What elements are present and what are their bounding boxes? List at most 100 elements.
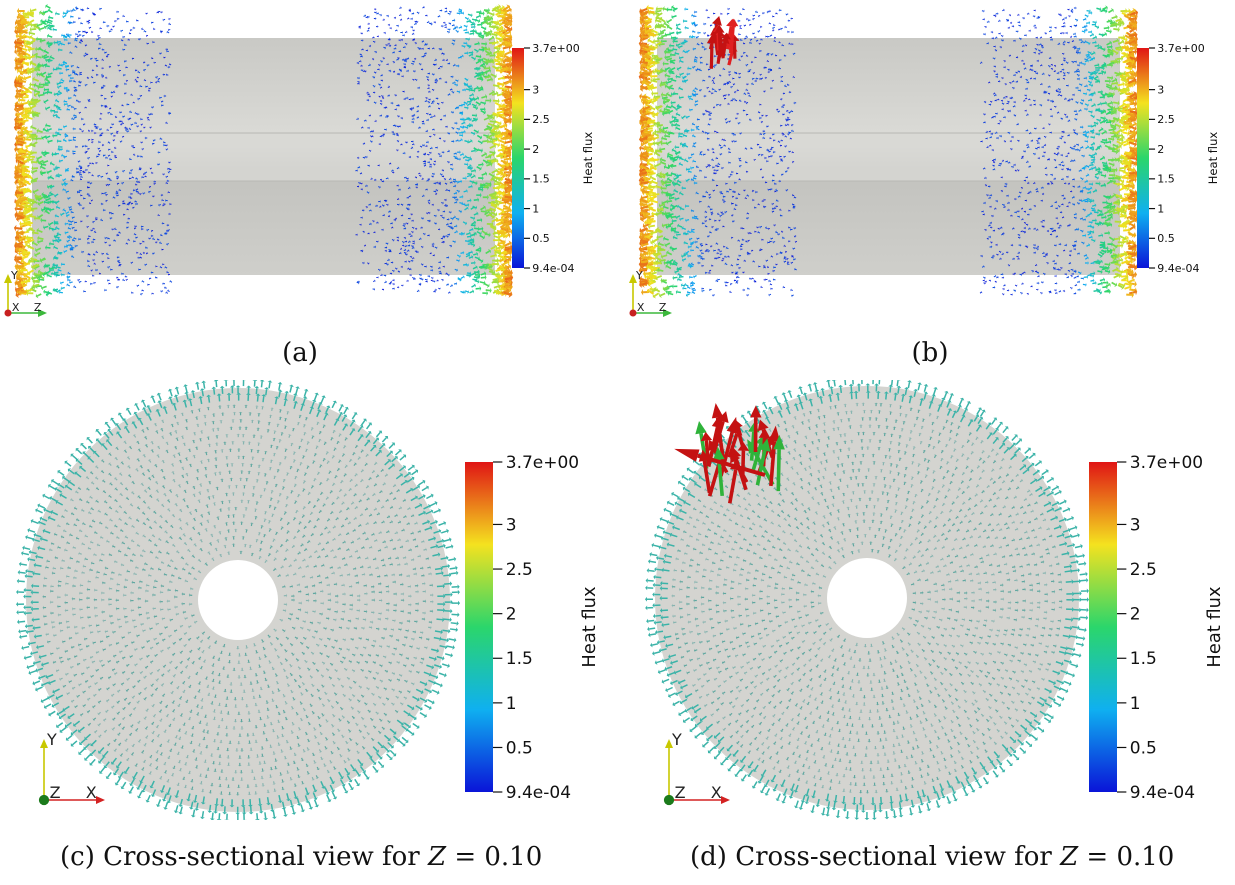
glyph-mark	[29, 81, 32, 88]
glyph-mark	[422, 216, 424, 221]
glyph-mark	[377, 240, 379, 244]
glyph-mark	[44, 150, 46, 156]
glyph-mark	[140, 141, 142, 144]
glyph-mark	[481, 95, 486, 99]
glyph-mark	[43, 264, 45, 270]
glyph-mark	[95, 250, 98, 254]
glyph-mark	[481, 172, 486, 176]
glyph-mark	[98, 153, 101, 156]
glyph-mark	[489, 287, 492, 294]
glyph-mark	[47, 139, 50, 145]
glyph-mark	[129, 128, 132, 130]
glyph-mark	[503, 48, 505, 55]
glyph-mark	[151, 21, 153, 25]
glyph-mark	[413, 120, 415, 124]
glyph-mark	[91, 68, 93, 72]
glyph-mark	[38, 214, 44, 218]
glyph-mark	[470, 166, 472, 171]
glyph-mark	[433, 242, 435, 246]
glyph-mark	[53, 219, 55, 225]
glyph-mark	[482, 140, 488, 143]
glyph-mark	[380, 60, 383, 62]
glyph-mark	[391, 226, 394, 229]
glyph-mark	[360, 24, 361, 28]
glyph-mark	[366, 30, 369, 32]
glyph-mark	[455, 229, 458, 234]
glyph-mark	[445, 9, 448, 13]
glyph-mark	[504, 277, 511, 281]
glyph-mark	[412, 32, 415, 36]
glyph-mark	[453, 39, 456, 43]
glyph-mark	[426, 42, 428, 46]
glyph-mark	[16, 155, 19, 162]
glyph-mark	[497, 176, 501, 182]
glyph-mark	[488, 213, 494, 218]
glyph-mark	[168, 112, 171, 114]
glyph-mark	[431, 115, 433, 119]
glyph-mark	[64, 183, 67, 187]
glyph-mark	[370, 208, 372, 213]
glyph-mark	[28, 158, 34, 161]
glyph-mark	[14, 64, 17, 72]
glyph-mark	[430, 251, 432, 255]
glyph-mark	[390, 69, 392, 73]
glyph-mark	[145, 246, 147, 250]
glyph-mark	[124, 92, 127, 94]
glyph-mark	[36, 275, 40, 281]
glyph-mark	[15, 227, 23, 230]
glyph-mark	[22, 54, 26, 61]
glyph-mark	[66, 88, 70, 91]
glyph-mark	[71, 216, 74, 220]
glyph-mark	[497, 98, 500, 104]
glyph-mark	[469, 117, 472, 122]
glyph-mark	[151, 56, 153, 60]
glyph-mark	[168, 161, 170, 164]
glyph-mark	[416, 116, 419, 119]
glyph-mark	[498, 62, 505, 66]
glyph-mark	[385, 242, 388, 245]
glyph-mark	[373, 57, 375, 61]
glyph-mark	[473, 48, 478, 52]
glyph-mark	[25, 109, 32, 114]
glyph-mark	[373, 279, 376, 282]
glyph-mark	[455, 79, 458, 82]
glyph-mark	[485, 41, 488, 47]
glyph-mark	[139, 94, 141, 98]
glyph-mark	[28, 19, 35, 24]
glyph-mark	[156, 10, 158, 14]
glyph-mark	[401, 203, 404, 207]
glyph-mark	[452, 240, 456, 243]
glyph-mark	[387, 263, 389, 266]
glyph-mark	[422, 6, 425, 9]
glyph-mark	[107, 236, 109, 240]
glyph-mark	[99, 43, 102, 45]
glyph-mark	[91, 269, 93, 271]
glyph-mark	[433, 99, 435, 103]
glyph-mark	[93, 13, 95, 17]
glyph-mark	[471, 272, 476, 276]
glyph-mark	[107, 265, 109, 269]
glyph-mark	[409, 243, 411, 248]
glyph-mark	[17, 68, 21, 74]
glyph-mark	[412, 276, 415, 279]
glyph-mark	[69, 247, 72, 251]
glyph-mark	[356, 168, 358, 173]
glyph-mark	[29, 215, 36, 218]
glyph-mark	[480, 140, 483, 145]
glyph-mark	[19, 35, 22, 42]
glyph-mark	[58, 159, 61, 164]
glyph-mark	[144, 136, 146, 140]
glyph-mark	[507, 29, 511, 36]
glyph-mark	[93, 281, 95, 285]
glyph-mark	[24, 274, 31, 280]
glyph-mark	[31, 142, 35, 148]
glyph-mark	[385, 199, 387, 203]
glyph-mark	[498, 18, 505, 23]
glyph-mark	[412, 17, 413, 21]
glyph-mark	[83, 289, 85, 293]
glyph-mark	[438, 266, 441, 270]
glyph-mark	[497, 148, 504, 152]
glyph-mark	[67, 108, 71, 111]
glyph-mark	[403, 224, 406, 228]
glyph-mark	[457, 217, 460, 221]
